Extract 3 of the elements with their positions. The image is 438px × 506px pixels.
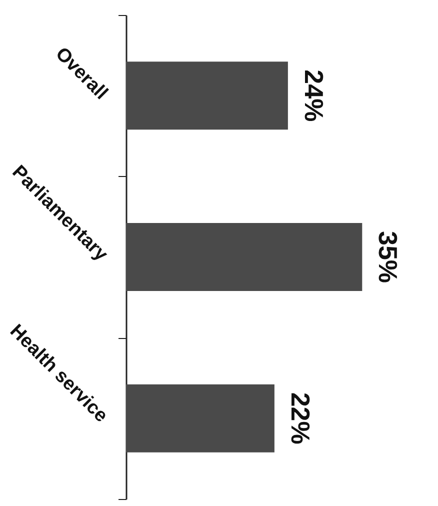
data-label: 22%: [285, 392, 316, 444]
data-label: 35%: [373, 230, 404, 284]
data-label: 24%: [298, 70, 329, 122]
